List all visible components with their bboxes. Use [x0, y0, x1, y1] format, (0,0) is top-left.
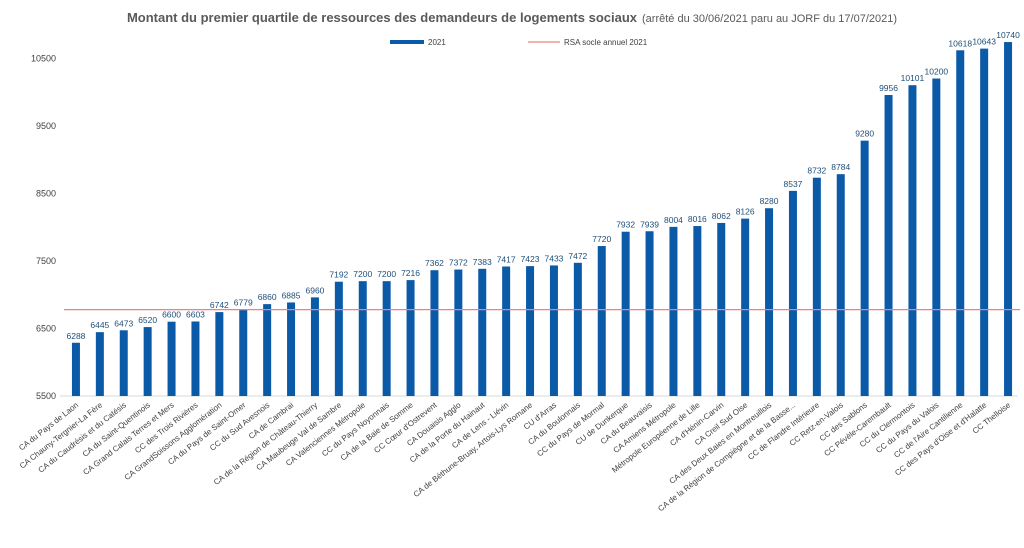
data-label: 9956: [879, 83, 898, 93]
bar: [549, 265, 558, 396]
data-label: 6600: [162, 310, 181, 320]
data-label: 8016: [688, 214, 707, 224]
bar: [143, 327, 152, 396]
data-label: 6885: [282, 290, 301, 300]
data-label: 7216: [401, 268, 420, 278]
y-tick-label: 8500: [36, 188, 56, 198]
bar: [765, 208, 774, 396]
data-labels: 6288 6445 6473 6520 6600 6603 6742 6779 6860 6885…: [66, 30, 1020, 341]
data-label: 7200: [377, 269, 396, 279]
data-label: 10101: [901, 73, 925, 83]
bar: [908, 85, 917, 397]
chart-title: Montant du premier quartile de ressource…: [127, 10, 897, 25]
bar: [191, 321, 200, 396]
bar: [382, 281, 391, 396]
data-label: 6779: [234, 298, 253, 308]
data-label: 6445: [90, 320, 109, 330]
bar: [454, 269, 463, 396]
bar: [287, 302, 296, 396]
legend-label-rsa: RSA socle annuel 2021: [564, 38, 648, 47]
data-label: 8126: [736, 207, 755, 217]
data-label: 6960: [305, 285, 324, 295]
data-label: 7472: [568, 251, 587, 261]
y-tick-label: 5500: [36, 391, 56, 401]
data-label: 10618: [948, 38, 972, 48]
bar: [95, 332, 104, 396]
data-label: 8280: [760, 196, 779, 206]
y-axis: 5500 6500 7500 8500 9500 10500: [31, 53, 56, 401]
data-label: 6473: [114, 318, 133, 328]
bar: [980, 48, 989, 396]
data-label: 7372: [449, 258, 468, 268]
chart-title-subtitle: (arrêté du 30/06/2021 paru au JORF du 17…: [642, 13, 897, 25]
bar: [645, 231, 654, 396]
data-label: 10200: [925, 67, 949, 77]
data-label: 6860: [258, 292, 277, 302]
legend: 2021 RSA socle annuel 2021: [390, 38, 648, 47]
data-label: 7192: [329, 270, 348, 280]
data-label: 9280: [855, 129, 874, 139]
y-tick-label: 6500: [36, 323, 56, 333]
bar: [956, 50, 965, 397]
bar: [669, 226, 678, 396]
bar: [167, 321, 176, 396]
bar: [478, 268, 487, 396]
data-label: 6742: [210, 300, 229, 310]
data-label: 7720: [592, 234, 611, 244]
bar: [334, 281, 343, 396]
bar: [119, 330, 128, 396]
bar: [860, 140, 869, 396]
bar: [430, 270, 439, 396]
data-label: 8062: [712, 211, 731, 221]
data-label: 7362: [425, 258, 444, 268]
bar: [741, 218, 750, 396]
bar: [526, 266, 535, 396]
data-label: 7200: [353, 269, 372, 279]
y-tick-label: 9500: [36, 121, 56, 131]
data-label: 8784: [831, 162, 850, 172]
bar: [597, 246, 606, 396]
bar: [310, 297, 319, 396]
bar: [573, 262, 582, 396]
bar: [215, 312, 224, 396]
data-label: 8004: [664, 215, 683, 225]
bar: [239, 309, 248, 396]
bar: [502, 266, 511, 396]
y-tick-label: 10500: [31, 53, 56, 63]
data-label: 8732: [807, 166, 826, 176]
legend-swatch-2021: [390, 40, 424, 44]
bar: [884, 95, 893, 396]
data-label: 7932: [616, 220, 635, 230]
legend-label-2021: 2021: [428, 38, 446, 47]
bar: [1004, 42, 1013, 397]
data-label: 7383: [473, 257, 492, 267]
data-label: 6288: [66, 331, 85, 341]
y-tick-label: 7500: [36, 256, 56, 266]
data-label: 7433: [544, 253, 563, 263]
data-label: 7423: [521, 254, 540, 264]
bars: [71, 42, 1013, 397]
data-label: 10740: [996, 30, 1020, 40]
bar: [932, 78, 941, 396]
data-label: 10643: [972, 37, 996, 47]
bar: [693, 226, 702, 396]
data-label: 6520: [138, 315, 157, 325]
bar: [358, 281, 367, 396]
bar: [71, 342, 80, 396]
bar: [406, 280, 415, 396]
data-label: 7939: [640, 219, 659, 229]
data-label: 7417: [497, 255, 516, 265]
bar: [621, 231, 630, 396]
bar: [263, 304, 272, 396]
bar: [788, 190, 797, 396]
bar: [836, 174, 845, 396]
chart-title-main: Montant du premier quartile de ressource…: [127, 10, 638, 25]
data-label: 8537: [783, 179, 802, 189]
data-label: 6603: [186, 309, 205, 319]
bar: [812, 177, 821, 396]
